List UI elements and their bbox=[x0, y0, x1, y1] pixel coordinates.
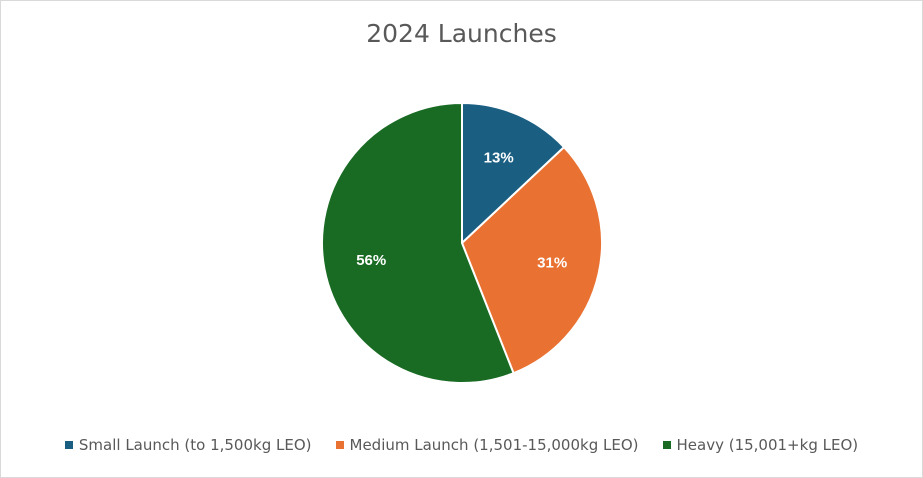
pie-slice-heavy-launch bbox=[321, 102, 515, 384]
pie-slice-medium-launch bbox=[461, 146, 603, 375]
pie-slice-small-launch bbox=[461, 102, 566, 244]
legend-item-heavy-launch: Heavy (15,001+kg LEO) bbox=[662, 436, 859, 454]
data-label-medium-launch: 31% bbox=[537, 255, 567, 272]
chart-legend: Small Launch (to 1,500kg LEO) Medium Lau… bbox=[1, 436, 922, 454]
data-label-small-launch: 13% bbox=[484, 150, 514, 167]
legend-label-small-launch: Small Launch (to 1,500kg LEO) bbox=[78, 436, 312, 454]
legend-swatch-heavy-launch bbox=[662, 441, 671, 449]
legend-label-medium-launch: Medium Launch (1,501-15,000kg LEO) bbox=[349, 436, 639, 454]
legend-swatch-small-launch bbox=[64, 441, 73, 449]
data-label-heavy-launch: 56% bbox=[356, 252, 386, 269]
legend-label-heavy-launch: Heavy (15,001+kg LEO) bbox=[676, 436, 859, 454]
chart-title: 2024 Launches bbox=[366, 19, 557, 48]
legend-swatch-medium-launch bbox=[335, 441, 344, 449]
legend-item-small-launch: Small Launch (to 1,500kg LEO) bbox=[64, 436, 312, 454]
legend-item-medium-launch: Medium Launch (1,501-15,000kg LEO) bbox=[335, 436, 639, 454]
